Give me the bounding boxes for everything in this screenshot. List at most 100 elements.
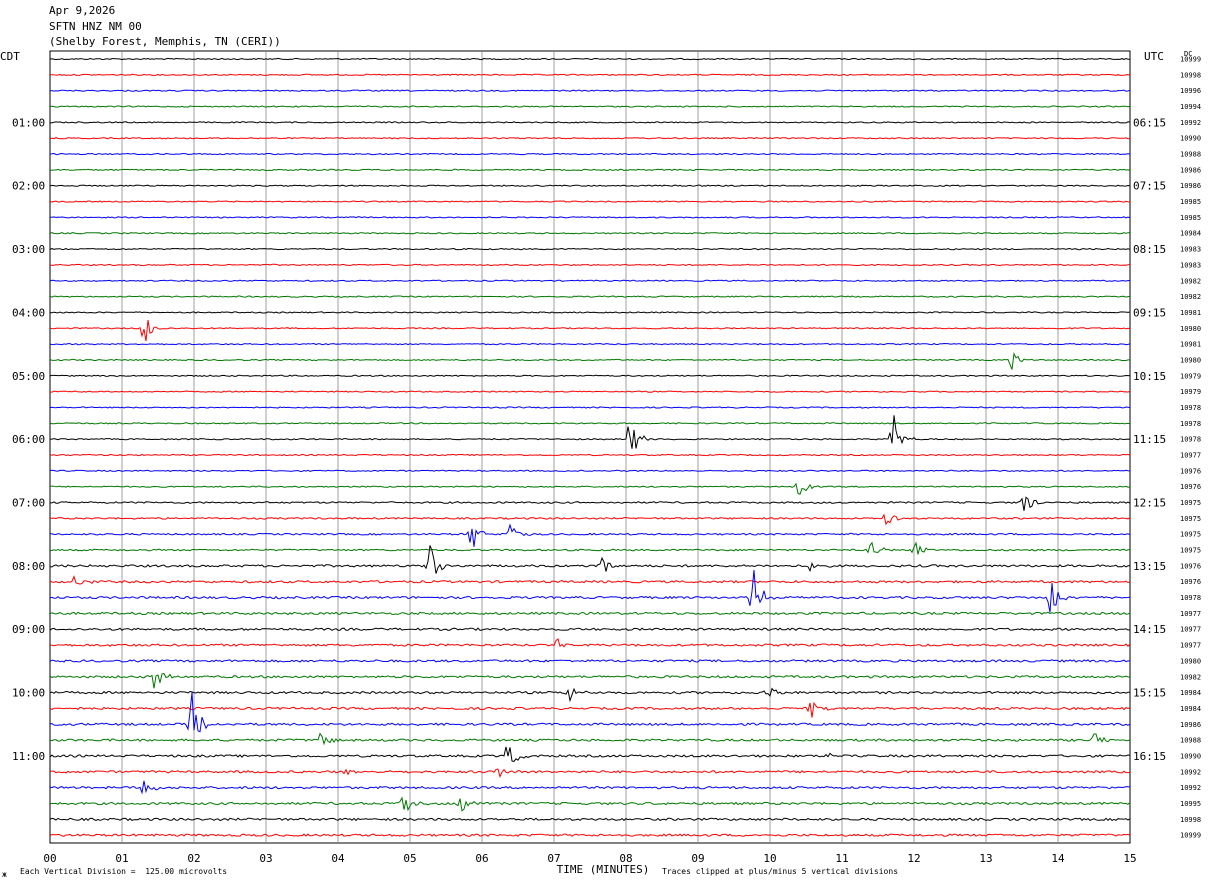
trace-row: [50, 482, 1131, 495]
dc-value: 10998: [1180, 816, 1201, 824]
header-date: Apr 9,2026: [49, 4, 116, 17]
x-tick-label: 13: [979, 852, 992, 865]
dc-header: DC: [1184, 50, 1192, 58]
dc-value: 10979: [1180, 372, 1201, 380]
right-hour-label: 08:15: [1133, 243, 1166, 256]
header-location: (Shelby Forest, Memphis, TN (CERI)): [49, 35, 281, 48]
dc-value: 10981: [1180, 341, 1201, 349]
right-hour-label: 13:15: [1133, 560, 1166, 573]
dc-value: 10981: [1180, 309, 1201, 317]
x-axis-label: TIME (MINUTES): [557, 863, 650, 876]
dc-value: 10982: [1180, 293, 1201, 301]
trace-row: [49, 687, 1130, 703]
trace-row: [49, 692, 1131, 733]
dc-value: 10985: [1180, 198, 1201, 206]
dc-value: 10975: [1180, 547, 1201, 555]
dc-value: 10984: [1180, 705, 1201, 713]
x-tick-label: 00: [43, 852, 56, 865]
trace-row: [49, 513, 1131, 526]
trace-row: [49, 89, 1131, 92]
trace-row: [50, 496, 1131, 511]
trace-row: [49, 575, 1131, 585]
right-timezone-label: UTC: [1144, 50, 1164, 63]
dc-value: 10990: [1180, 135, 1201, 143]
dc-value: 10999: [1180, 832, 1201, 840]
trace-rows: [49, 57, 1131, 837]
left-timezone-label: CDT: [0, 50, 20, 63]
trace-row: [49, 817, 1131, 822]
right-hour-label: 10:15: [1133, 370, 1166, 383]
dc-value: 10999: [1180, 56, 1201, 64]
left-hour-label: 01:00: [12, 116, 45, 129]
right-hour-label: 16:15: [1133, 750, 1166, 763]
trace-row: [49, 73, 1131, 76]
trace-row: [49, 627, 1131, 631]
dc-value: 10978: [1180, 404, 1201, 412]
trace-row: [49, 374, 1131, 377]
trace-row: [49, 453, 1131, 457]
dc-value: 10992: [1180, 768, 1201, 776]
left-hour-label: 03:00: [12, 243, 45, 256]
dc-value: 10983: [1180, 246, 1201, 254]
trace-row: [49, 796, 1131, 812]
dc-value: 10990: [1180, 752, 1201, 760]
trace-row: [49, 152, 1131, 156]
trace-row: [49, 732, 1131, 746]
right-hour-label: 09:15: [1133, 306, 1166, 319]
trace-row: [49, 523, 1131, 547]
trace-row: [49, 351, 1130, 370]
trace-row: [49, 232, 1131, 235]
x-tick-label: 06: [475, 852, 488, 865]
right-hour-label: 07:15: [1133, 180, 1166, 193]
dc-value: 10980: [1180, 356, 1201, 364]
trace-row: [49, 247, 1131, 251]
left-hour-label: 10:00: [12, 687, 45, 700]
trace-row: [49, 216, 1131, 219]
dc-value: 10975: [1180, 499, 1201, 507]
trace-row: [49, 200, 1130, 203]
dc-value: 10984: [1180, 689, 1201, 697]
trace-row: [49, 319, 1131, 342]
trace-row: [49, 659, 1131, 663]
trace-row: [49, 701, 1131, 718]
x-tick-label: 14: [1051, 852, 1065, 865]
dc-value: 10978: [1180, 436, 1201, 444]
x-tick-label: 15: [1123, 852, 1136, 865]
trace-row: [49, 833, 1131, 837]
trace-row: [50, 415, 1131, 449]
x-tick-label: 11: [835, 852, 848, 865]
dc-value: 10975: [1180, 515, 1201, 523]
dc-value: 10988: [1180, 737, 1201, 745]
trace-row: [49, 279, 1131, 282]
trace-row: [50, 390, 1131, 393]
dc-value: 10995: [1180, 800, 1201, 808]
left-hour-label: 02:00: [12, 180, 45, 193]
header-station: SFTN HNZ NM 00: [49, 20, 142, 33]
dc-value: 10976: [1180, 467, 1201, 475]
left-hour-label: 07:00: [12, 497, 45, 510]
dc-value: 10977: [1180, 610, 1201, 618]
dc-value: 10998: [1180, 71, 1201, 79]
trace-row: [49, 168, 1131, 172]
x-tick-label: 08: [619, 852, 632, 865]
x-tick-label: 12: [907, 852, 920, 865]
dc-value: 10986: [1180, 182, 1201, 190]
dc-value: 10978: [1180, 594, 1201, 602]
dc-value: 10984: [1180, 230, 1201, 238]
trace-row: [49, 469, 1131, 472]
x-tick-label: 10: [763, 852, 776, 865]
trace-row: [49, 768, 1131, 779]
dc-value: 10992: [1180, 784, 1201, 792]
x-tick-label: 02: [187, 852, 200, 865]
footer-clip: Traces clipped at plus/minus 5 vertical …: [662, 867, 899, 876]
trace-row: [49, 295, 1131, 298]
dc-value: 10996: [1180, 87, 1201, 95]
trace-row: [49, 263, 1131, 267]
left-hour-label: 11:00: [12, 750, 45, 763]
dc-value: 10988: [1180, 151, 1201, 159]
right-hour-label: 06:15: [1133, 116, 1166, 129]
dc-value: 10994: [1180, 103, 1201, 111]
dc-value: 10983: [1180, 261, 1201, 269]
dc-value: 10976: [1180, 483, 1201, 491]
